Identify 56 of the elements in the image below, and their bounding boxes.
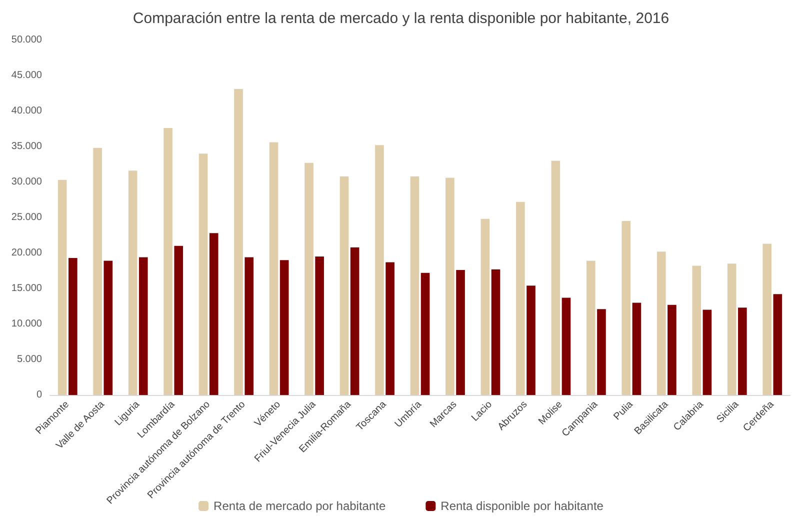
bar (586, 260, 596, 395)
y-tick-label: 5.000 (16, 354, 42, 365)
bar (375, 145, 384, 395)
y-tick-label: 10.000 (11, 318, 42, 330)
bar (410, 176, 420, 395)
y-tick-label: 20.000 (11, 248, 42, 258)
bar (128, 170, 138, 395)
bar (656, 252, 666, 395)
bar (456, 270, 465, 395)
bar (551, 160, 560, 395)
bar (244, 257, 254, 395)
bar (269, 142, 278, 395)
y-tick-label: 45.000 (11, 70, 42, 81)
bar (622, 221, 631, 395)
y-tick-label: 25.000 (11, 212, 42, 223)
bar (562, 298, 571, 395)
bar (58, 180, 67, 395)
bar (93, 148, 102, 395)
bar (315, 256, 324, 395)
bar (350, 247, 360, 395)
bar (702, 310, 712, 395)
y-tick-label: 50.000 (11, 34, 42, 46)
bar (234, 88, 243, 395)
bar (738, 308, 747, 395)
bar (280, 260, 289, 395)
bar (386, 262, 394, 395)
legend-label: Renta de mercado por habitante (214, 499, 386, 513)
bar (773, 294, 782, 395)
bar (480, 218, 490, 395)
bar (209, 233, 218, 395)
bar (104, 260, 113, 395)
bar (138, 257, 148, 395)
bar (198, 154, 208, 395)
chart-title: Comparación entre la renta de mercado y la renta disponible por habitante, 2016 (132, 10, 670, 27)
bar (597, 309, 606, 395)
bar (491, 269, 500, 395)
bar (516, 202, 525, 395)
bar (68, 258, 78, 395)
bar (692, 266, 702, 395)
bar (668, 304, 676, 395)
bar (526, 286, 536, 395)
bar (446, 178, 454, 395)
bar (174, 246, 184, 395)
y-tick-label: 15.000 (11, 283, 42, 294)
bar (340, 176, 349, 395)
bar (164, 128, 172, 395)
y-tick-label: 0 (36, 390, 42, 400)
bar (632, 302, 642, 395)
y-tick-label: 40.000 (11, 106, 42, 116)
bar (727, 264, 736, 395)
bar (304, 162, 314, 395)
legend-label: Renta disponible por habitante (440, 499, 604, 513)
bar (762, 244, 772, 395)
y-tick-label: 30.000 (11, 176, 42, 188)
bar (420, 272, 430, 395)
y-tick-label: 35.000 (11, 141, 42, 152)
